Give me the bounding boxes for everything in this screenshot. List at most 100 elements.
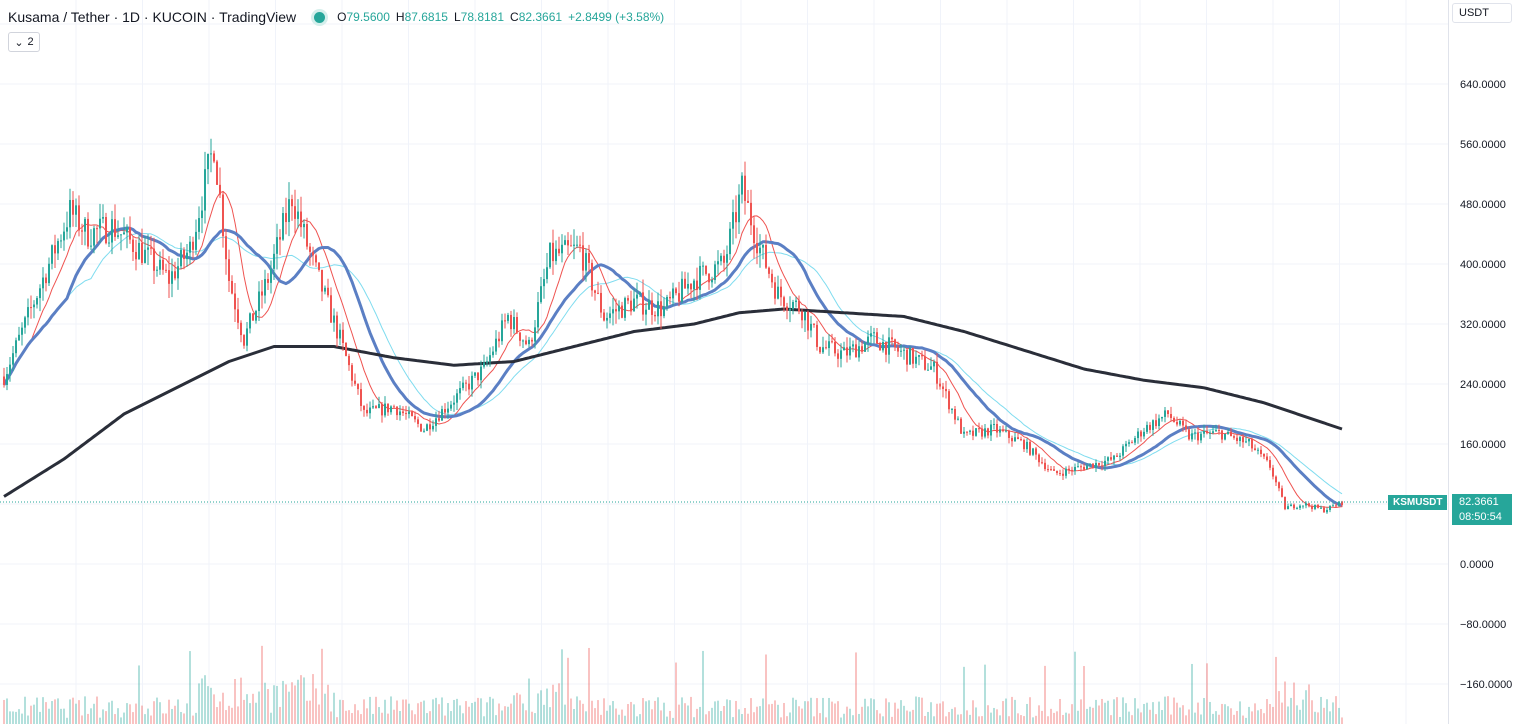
volume-bar xyxy=(852,715,854,724)
volume-bar xyxy=(1122,697,1124,724)
volume-bar xyxy=(1137,708,1139,724)
candle-body xyxy=(222,194,224,237)
moving-average-mid xyxy=(2,226,1343,507)
volume-bar xyxy=(1041,710,1043,724)
candle-body xyxy=(435,418,437,426)
volume-bar xyxy=(924,715,926,724)
symbol-title[interactable]: Kusama / Tether · 1D · KUCOIN · TradingV… xyxy=(8,9,297,25)
volume-bar xyxy=(657,697,659,724)
volume-bar xyxy=(570,698,572,724)
candle-body xyxy=(1026,441,1028,450)
candle-body xyxy=(1101,465,1103,467)
volume-bar xyxy=(267,689,269,724)
candle-body xyxy=(1053,469,1055,471)
volume-bar xyxy=(633,704,635,724)
candle-body xyxy=(360,389,362,406)
volume-bar xyxy=(90,708,92,724)
low-label: L xyxy=(453,10,461,24)
volume-bar xyxy=(723,706,725,724)
candle-body xyxy=(432,425,434,430)
candle-body xyxy=(990,424,992,436)
candle-body xyxy=(408,411,410,414)
price-axis-label: −80.0000 xyxy=(1460,619,1506,631)
candle-body xyxy=(600,292,602,313)
volume-bar xyxy=(840,717,842,724)
candle-body xyxy=(387,403,389,413)
candle-body xyxy=(258,291,260,311)
volume-bar xyxy=(246,694,248,724)
volume-bar xyxy=(69,699,71,724)
volume-bar xyxy=(1083,666,1085,724)
candle-body xyxy=(1338,501,1340,506)
volume-bar xyxy=(507,706,509,724)
candle-body xyxy=(1269,460,1271,468)
candle-body xyxy=(1197,432,1199,441)
volume-bar xyxy=(1227,706,1229,724)
candle-body xyxy=(699,265,701,290)
volume-bar xyxy=(60,708,62,724)
candle-body xyxy=(81,230,83,232)
candle-body xyxy=(42,277,44,289)
volume-bar xyxy=(1164,696,1166,724)
volume-bar xyxy=(3,699,5,724)
volume-bar xyxy=(63,708,65,724)
candle-body xyxy=(711,280,713,283)
volume-bar xyxy=(255,702,257,724)
candle-body xyxy=(714,264,716,281)
volume-bar xyxy=(174,705,176,724)
volume-bar xyxy=(12,711,14,724)
volume-bar xyxy=(696,708,698,724)
candle-body xyxy=(105,217,107,244)
candle-body xyxy=(474,372,476,376)
volume-bar xyxy=(261,645,263,724)
volume-bar xyxy=(585,711,587,724)
candle-body xyxy=(156,269,158,271)
candle-body xyxy=(1332,505,1334,507)
candle-body xyxy=(972,430,974,436)
candle-body xyxy=(1314,504,1316,509)
candle-body xyxy=(1260,449,1262,455)
volume-bar xyxy=(420,701,422,724)
candle-body xyxy=(1221,430,1223,440)
volume-bar xyxy=(1200,714,1202,724)
candle-body xyxy=(303,224,305,228)
volume-bar xyxy=(162,713,164,724)
candle-body xyxy=(48,263,50,284)
candle-body xyxy=(672,288,674,299)
volume-bar xyxy=(1257,710,1259,724)
volume-bar xyxy=(273,685,275,724)
volume-bar xyxy=(1233,714,1235,724)
volume-bar xyxy=(963,666,965,724)
candle-body xyxy=(1227,431,1229,434)
volume-bar xyxy=(117,708,119,724)
candle-body xyxy=(225,236,227,260)
currency-selector[interactable]: USDT xyxy=(1452,3,1512,23)
volume-bar xyxy=(450,711,452,724)
volume-bar xyxy=(600,714,602,724)
volume-bar xyxy=(606,710,608,724)
volume-bar xyxy=(1281,702,1283,724)
volume-bar xyxy=(1023,716,1025,724)
volume-bar xyxy=(384,699,386,724)
candle-body xyxy=(453,402,455,405)
volume-bar xyxy=(537,693,539,724)
volume-bar xyxy=(333,692,335,724)
low-value: 78.8181 xyxy=(460,10,505,24)
candle-body xyxy=(348,355,350,366)
volume-bar xyxy=(1005,698,1007,724)
candle-body xyxy=(243,335,245,346)
volume-bar xyxy=(81,715,83,724)
volume-bar xyxy=(96,696,98,724)
candle-body xyxy=(819,346,821,353)
candle-body xyxy=(501,320,503,342)
volume-bar xyxy=(957,714,959,724)
candle-body xyxy=(135,251,137,260)
volume-bar xyxy=(207,686,209,724)
volume-bar xyxy=(582,703,584,724)
candle-body xyxy=(648,300,650,310)
candle-body xyxy=(1299,505,1301,508)
volume-bar xyxy=(894,702,896,724)
volume-bar xyxy=(750,698,752,724)
indicators-collapse-button[interactable]: ⌄ 2 xyxy=(8,32,40,52)
